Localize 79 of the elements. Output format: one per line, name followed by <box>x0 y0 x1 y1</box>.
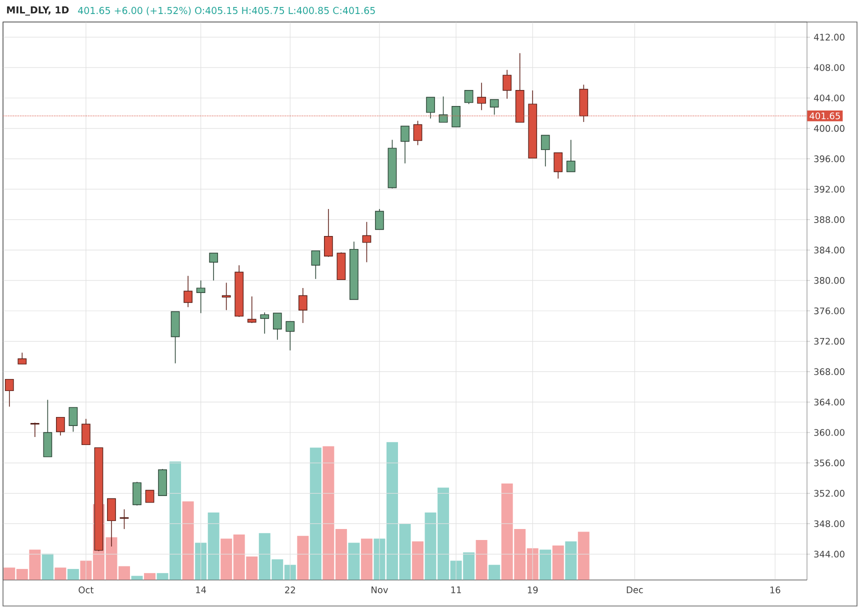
y-tick-label: 356.00 <box>814 460 844 466</box>
y-tick-label: 364.00 <box>814 398 844 406</box>
candlestick <box>375 208 384 230</box>
candlestick <box>298 288 308 324</box>
y-tick-label: 404.00 <box>814 94 844 102</box>
bar <box>412 541 424 580</box>
candlestick <box>540 134 550 167</box>
bar <box>42 554 54 580</box>
y-tick-label: 388.00 <box>814 216 844 224</box>
y-tick-label: 380.00 <box>814 277 844 284</box>
candlestick <box>554 152 563 179</box>
bar <box>310 448 322 580</box>
candlestick <box>452 106 460 128</box>
x-tick-label: Nov <box>372 586 388 594</box>
bar <box>565 541 577 580</box>
y-tick-label: 408.00 <box>814 64 844 71</box>
bar <box>54 568 66 580</box>
y-tick-label: 376.00 <box>814 307 844 314</box>
bar <box>360 538 372 580</box>
candlestick <box>286 321 295 351</box>
y-tick-label: 412.00 <box>814 34 844 41</box>
candlestick <box>196 280 206 314</box>
candlestick <box>247 296 256 324</box>
y-tick-label: 348.00 <box>814 520 844 528</box>
x-tick-label: Oct <box>78 586 94 594</box>
candlestick <box>413 120 422 146</box>
candlestick <box>56 416 65 436</box>
candlestick <box>222 282 231 311</box>
candlestick <box>260 312 270 334</box>
y-tick-label: 372.00 <box>814 338 844 345</box>
x-tick-label: 14 <box>196 586 206 594</box>
y-tick-label: 352.00 <box>814 490 844 497</box>
candlestick <box>566 139 576 172</box>
candlestick <box>82 418 90 446</box>
candlestick <box>438 96 448 123</box>
x-tick-label: 22 <box>285 586 295 594</box>
bar <box>578 532 590 580</box>
bar <box>67 568 79 580</box>
y-tick-label: 360.00 <box>814 429 844 436</box>
candlestick <box>477 82 486 111</box>
candlestick <box>426 96 435 119</box>
x-tick-label: 16 <box>770 586 780 594</box>
candlestick <box>209 252 218 281</box>
candlestick <box>400 126 410 164</box>
candlestick <box>311 250 320 280</box>
bar <box>297 536 309 580</box>
bar <box>540 550 552 580</box>
candlestick <box>4 378 14 408</box>
candlestick <box>30 422 40 438</box>
bar <box>144 573 156 580</box>
y-tick-label: 400.00 <box>814 125 844 132</box>
candlestick <box>184 275 192 308</box>
candlestick <box>502 69 512 100</box>
candlestick <box>464 90 474 104</box>
bar <box>552 546 564 580</box>
bar <box>348 542 360 580</box>
y-tick-label: 368.00 <box>814 368 844 376</box>
bar <box>488 564 500 580</box>
y-tick-label: 396.00 <box>814 155 844 162</box>
y-tick-label: 384.00 <box>814 246 844 254</box>
bar <box>182 501 194 580</box>
x-tick-label: 19 <box>528 586 538 594</box>
candlestick <box>120 508 129 530</box>
bar <box>476 540 488 580</box>
chart-title: MIL_DLY, 1D <box>7 6 69 16</box>
x-tick-label: 11 <box>451 586 461 594</box>
candlestick <box>490 99 499 116</box>
candlestick <box>324 208 333 258</box>
y-tick-label: 344.00 <box>814 550 844 558</box>
candlestick <box>132 482 142 506</box>
candlestick <box>18 352 27 364</box>
chart-subtitle: 401.65 +6.00 (+1.52%) O:405.15 H:405.75 L:400.85 C:401.65 <box>78 6 375 16</box>
candlestick <box>272 312 282 340</box>
candlestick <box>145 490 154 503</box>
candlestick <box>68 407 78 432</box>
y-tick-label: 392.00 <box>814 186 844 193</box>
ref-line-label: 401.65 <box>810 112 840 120</box>
x-tick-label: Dec <box>626 586 643 594</box>
candlestick <box>362 222 372 263</box>
